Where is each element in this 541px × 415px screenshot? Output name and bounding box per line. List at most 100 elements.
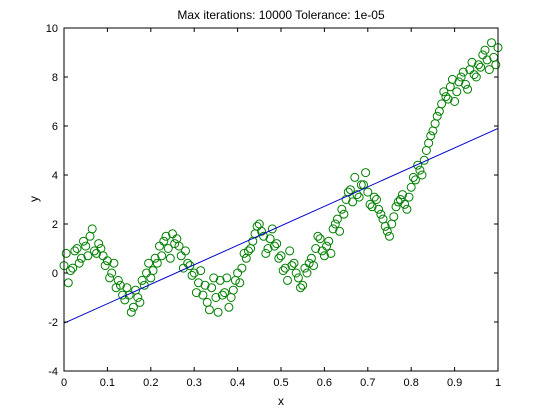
data-point bbox=[254, 219, 264, 229]
data-point bbox=[480, 45, 490, 55]
data-point bbox=[144, 258, 154, 268]
data-point bbox=[235, 278, 245, 288]
data-point bbox=[128, 302, 138, 312]
chart-title: Max iterations: 10000 Tolerance: 1e-05 bbox=[177, 8, 385, 22]
data-point bbox=[363, 187, 373, 197]
data-point bbox=[372, 195, 381, 204]
data-point bbox=[417, 170, 427, 180]
data-point bbox=[376, 209, 386, 219]
data-point bbox=[411, 175, 420, 185]
data-point bbox=[172, 234, 182, 244]
data-point bbox=[487, 38, 496, 48]
data-point bbox=[113, 275, 123, 285]
data-point bbox=[187, 270, 197, 280]
x-tick-label: 0.9 bbox=[447, 377, 462, 389]
data-point bbox=[66, 266, 75, 276]
data-point bbox=[181, 246, 190, 256]
axis-ticks: 0 0.1 0.2 0.3 0.4 0.5 0.6 0.7 0.8 0.9 1 -4 -2 0 2 4 6 8 10 bbox=[46, 23, 501, 389]
data-point bbox=[296, 283, 305, 293]
data-point bbox=[194, 278, 203, 288]
data-point bbox=[109, 258, 119, 268]
data-point bbox=[324, 236, 334, 246]
data-point bbox=[287, 261, 297, 271]
data-point bbox=[361, 168, 371, 178]
y-tick-label: -4 bbox=[48, 366, 58, 378]
data-point bbox=[68, 263, 78, 273]
data-point bbox=[148, 266, 158, 276]
data-point bbox=[252, 221, 262, 231]
data-point bbox=[283, 275, 292, 285]
data-point bbox=[211, 293, 221, 302]
data-point bbox=[265, 234, 275, 244]
data-point bbox=[461, 79, 470, 89]
data-point bbox=[374, 204, 384, 214]
data-point bbox=[300, 263, 310, 273]
data-point bbox=[146, 273, 156, 283]
data-point bbox=[165, 253, 175, 263]
data-point bbox=[204, 305, 214, 315]
data-point bbox=[345, 185, 355, 195]
data-point bbox=[83, 251, 93, 261]
fit-line bbox=[63, 127, 499, 324]
data-point bbox=[272, 239, 282, 249]
data-point bbox=[126, 307, 136, 317]
data-point bbox=[191, 288, 201, 298]
data-point bbox=[309, 261, 318, 271]
data-point bbox=[332, 214, 342, 224]
data-point bbox=[152, 258, 162, 268]
data-point bbox=[274, 253, 284, 263]
data-point bbox=[70, 246, 80, 256]
data-point bbox=[319, 251, 329, 261]
data-point bbox=[239, 248, 249, 258]
data-point bbox=[395, 195, 405, 204]
data-point bbox=[131, 285, 141, 295]
data-point bbox=[280, 263, 290, 273]
data-point bbox=[157, 251, 167, 261]
data-point bbox=[228, 285, 238, 295]
data-point bbox=[365, 199, 375, 209]
data-point bbox=[217, 290, 227, 300]
data-point bbox=[185, 261, 195, 271]
data-point bbox=[382, 226, 392, 236]
data-point bbox=[421, 146, 431, 155]
data-point bbox=[291, 268, 301, 278]
data-point bbox=[102, 256, 112, 266]
data-point bbox=[330, 219, 340, 229]
y-tick-label: 10 bbox=[46, 23, 58, 35]
data-point bbox=[259, 231, 269, 241]
x-tick-label: 1 bbox=[495, 377, 501, 389]
data-point bbox=[267, 224, 277, 234]
data-point bbox=[443, 94, 453, 104]
data-point bbox=[356, 180, 366, 190]
data-point bbox=[207, 283, 217, 293]
data-point bbox=[200, 280, 210, 290]
data-point bbox=[213, 307, 223, 317]
data-point bbox=[163, 244, 173, 253]
data-point bbox=[270, 241, 279, 251]
data-point bbox=[302, 268, 312, 278]
data-point bbox=[352, 190, 362, 200]
data-point bbox=[226, 293, 236, 302]
y-axis-label: y bbox=[27, 196, 41, 202]
data-point bbox=[454, 77, 464, 87]
data-point bbox=[337, 204, 347, 214]
x-tick-label: 0.3 bbox=[187, 377, 202, 389]
data-point bbox=[215, 275, 225, 285]
data-point bbox=[170, 239, 180, 249]
data-point bbox=[387, 219, 397, 229]
data-point bbox=[257, 226, 266, 236]
data-point bbox=[189, 268, 199, 278]
data-point bbox=[63, 278, 73, 288]
data-point bbox=[304, 258, 314, 268]
data-point bbox=[447, 74, 457, 84]
data-point bbox=[233, 268, 243, 278]
data-point bbox=[326, 248, 336, 258]
data-point bbox=[315, 234, 325, 244]
data-point bbox=[369, 192, 379, 202]
data-point bbox=[72, 244, 82, 253]
data-point bbox=[276, 251, 286, 261]
data-point bbox=[328, 224, 338, 234]
data-point bbox=[391, 202, 401, 212]
x-tick-label: 0 bbox=[61, 377, 67, 389]
data-point bbox=[100, 261, 110, 271]
